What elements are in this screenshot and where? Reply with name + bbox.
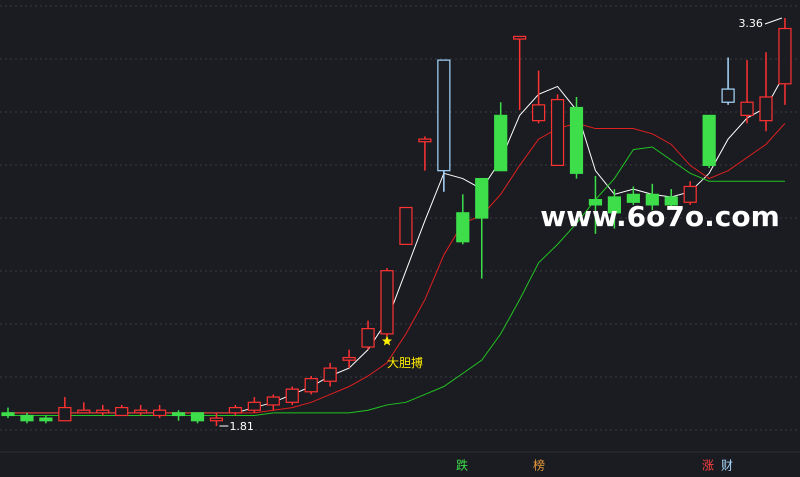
candle-body [266,396,280,406]
candle-body [247,401,261,411]
tab[interactable]: 榜 [533,458,545,473]
candle-body [475,177,489,219]
candle-body [778,27,792,85]
candle-body [1,412,15,417]
candle-body [228,406,242,414]
candle-body [607,196,622,214]
candle-body [626,193,640,203]
candle-body [20,414,34,422]
tab[interactable]: 财 [721,459,733,473]
watermark: www.6o7o.com [540,200,780,233]
candle-body [456,212,470,243]
candle-body [513,35,527,40]
candle-body [588,199,603,206]
candle-body [645,193,659,206]
candle-body [759,96,773,122]
candle-body [437,59,451,172]
candle-body [304,378,318,393]
candle-body [96,409,110,414]
candle-body [361,328,375,348]
tab[interactable]: 跌 [456,458,468,473]
candle-body [740,101,754,116]
grid [0,5,800,431]
candle-body [721,88,735,103]
candle-body [153,409,167,417]
candle-body [531,104,546,122]
candle-body [58,406,72,422]
tab[interactable]: 涨 [702,458,714,473]
candle-body [399,206,413,245]
candle-body [115,406,129,417]
candle-body [190,412,205,422]
candle-body [418,138,432,143]
candle-body [209,417,224,422]
min-label: 1.81 [229,420,254,433]
candle-body [550,98,565,167]
candle-body [171,412,186,417]
candle-body [342,356,356,361]
candle-body [134,409,148,414]
ma-line [8,146,785,416]
candle-body [702,114,716,167]
candle-body [39,417,53,422]
candle-body [494,114,508,172]
candle-body [569,106,584,174]
candle-body [323,367,337,382]
arrow [764,17,783,25]
candle-body [285,388,299,403]
candle-body [380,270,394,335]
candle-body [77,409,91,414]
max-label: 3.36 [738,17,763,30]
signal-label: 大胆搏 [387,356,423,370]
candle-body [683,185,697,203]
candle-body [664,196,678,206]
signal-star [382,335,392,346]
